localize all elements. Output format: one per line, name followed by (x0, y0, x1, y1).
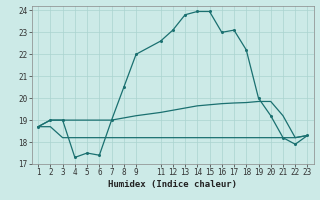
X-axis label: Humidex (Indice chaleur): Humidex (Indice chaleur) (108, 180, 237, 189)
